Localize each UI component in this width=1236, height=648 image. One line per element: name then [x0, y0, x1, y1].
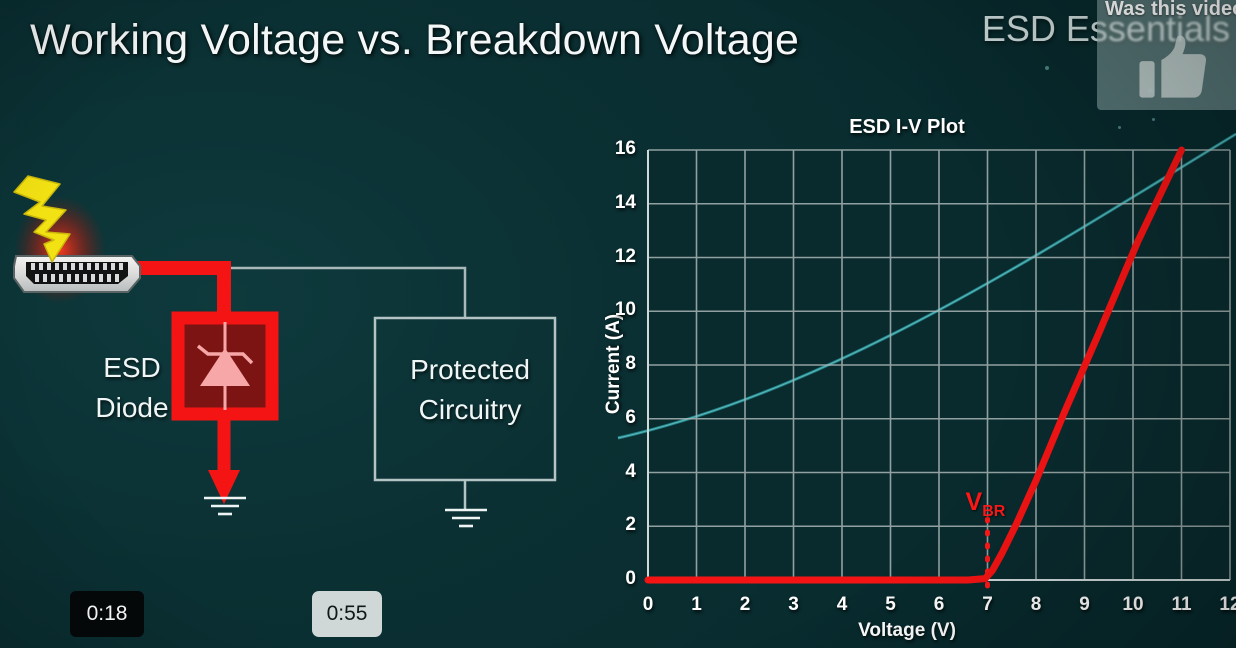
y-tick-label: 16: [614, 138, 636, 159]
x-tick-label: 3: [788, 594, 799, 615]
x-tick-label: 6: [933, 594, 945, 615]
total-time-badge[interactable]: 0:55: [312, 591, 382, 637]
x-tick-label: 12: [1219, 594, 1236, 615]
circuit-diagram: ESD Diode Protected Circuitry: [0, 170, 600, 570]
y-tick-label: 2: [625, 514, 636, 536]
x-tick-label: 9: [1079, 594, 1090, 615]
x-tick-label: 8: [1030, 594, 1042, 615]
ground-icon-diode: [204, 496, 246, 516]
bokeh-spark: [1152, 118, 1155, 121]
x-tick-label: 0: [642, 594, 654, 615]
y-tick-label: 10: [614, 299, 636, 321]
x-tick-label: 11: [1171, 594, 1192, 615]
esd-diode-label: ESD Diode: [95, 352, 169, 423]
y-tick-label: 14: [614, 191, 636, 213]
ground-icon-protected: [445, 508, 487, 528]
chart-x-axis-label: Voltage (V): [858, 620, 956, 641]
protected-circuitry-box: [373, 316, 557, 510]
y-tick-label: 12: [614, 245, 636, 267]
chart-gridlines: [648, 149, 1231, 580]
x-tick-label: 5: [885, 594, 896, 615]
page-title: Working Voltage vs. Breakdown Voltage: [30, 16, 800, 64]
x-tick-label: 10: [1122, 594, 1144, 615]
bokeh-spark: [1045, 66, 1049, 70]
circuit-schematic-svg: [13, 175, 557, 528]
x-tick-label: 2: [739, 594, 751, 615]
esd-diode-symbol: [171, 311, 279, 421]
chart-plot-svg: [617, 132, 1236, 589]
protected-circuitry-label: Protected Circuitry: [410, 354, 530, 425]
iv-curve: [644, 146, 1185, 584]
surge-current-path: [130, 261, 240, 504]
feedback-prompt-text: Was this video: [1105, 0, 1236, 20]
video-feedback-overlay[interactable]: Was this video: [1097, 0, 1236, 110]
chart-title: ESD I-V Plot: [849, 116, 965, 138]
y-tick-label: 6: [625, 406, 636, 428]
current-time-badge[interactable]: 0:18: [70, 591, 144, 637]
esd-iv-chart: ESD I-V Plot Current (A) Voltage (V) VBR…: [578, 108, 1236, 648]
signal-wire: [140, 266, 467, 318]
lightning-bolt-icon: [13, 175, 71, 263]
x-tick-label: 7: [982, 594, 993, 615]
y-tick-label: 0: [625, 568, 636, 589]
y-tick-label: 8: [625, 353, 636, 374]
y-tick-label: 4: [625, 460, 636, 482]
bokeh-spark: [1118, 126, 1121, 129]
hdmi-connector-icon: [13, 196, 141, 304]
x-tick-label: 4: [836, 594, 848, 615]
thumbs-up-icon[interactable]: [1137, 32, 1209, 102]
breakdown-voltage-label: VBR: [965, 488, 1006, 521]
x-tick-label: 1: [691, 594, 702, 615]
